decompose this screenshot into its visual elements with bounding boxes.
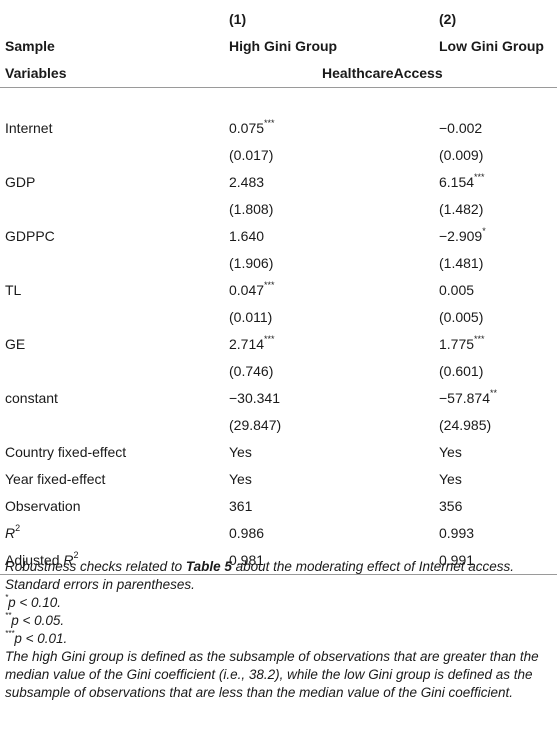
- spacer-row: [0, 88, 557, 116]
- significance-stars: **: [490, 388, 498, 399]
- table-row: GE 2.714*** 1.775***: [0, 331, 557, 358]
- high-gini-value: 0.981: [224, 547, 434, 575]
- low-gini-value: (0.601): [439, 363, 484, 379]
- row-label: TL: [5, 282, 22, 298]
- header-blank: [0, 6, 224, 33]
- row-label: Year fixed-effect: [5, 471, 106, 487]
- high-gini-value: (1.906): [229, 255, 274, 271]
- low-gini-value: 1.775***: [439, 334, 485, 352]
- header-col-2-number: (2): [439, 11, 457, 27]
- dependent-variable-label: HealthcareAccess: [224, 60, 557, 88]
- row-label: Internet: [5, 120, 53, 136]
- high-gini-value: Yes: [229, 471, 252, 487]
- header-row-variables: Variables HealthcareAccess: [0, 60, 557, 88]
- note-standard-errors: Standard errors in parentheses.: [5, 577, 195, 592]
- high-gini-header: High Gini Group: [229, 38, 338, 54]
- high-gini-value: 1.640: [229, 228, 265, 244]
- low-gini-value: (1.482): [439, 201, 484, 217]
- table-notes: Robustness checks related to Table 5 abo…: [5, 558, 555, 702]
- low-gini-value: −0.002: [439, 120, 483, 136]
- table-row: (0.746) (0.601): [0, 358, 557, 385]
- sample-label: Sample: [5, 38, 55, 54]
- low-gini-value: (1.481): [439, 255, 484, 271]
- significance-stars: ***: [264, 334, 275, 345]
- row-label: [0, 142, 224, 169]
- high-gini-value: (0.746): [229, 363, 274, 379]
- table-row: (29.847) (24.985): [0, 412, 557, 439]
- header-row-groups: Sample High Gini Group Low Gini Group: [0, 33, 557, 60]
- low-gini-header: Low Gini Group: [439, 38, 544, 54]
- high-gini-value: 361: [229, 498, 253, 514]
- header-row-numbers: (1) (2): [0, 6, 557, 33]
- row-label: [0, 304, 224, 331]
- low-gini-value: Yes: [439, 471, 462, 487]
- low-gini-value: −57.874**: [439, 388, 498, 406]
- regression-table: (1) (2) Sample High Gini Group Low Gini …: [0, 6, 557, 575]
- high-gini-value: 2.714***: [229, 334, 275, 352]
- table-row: (1.906) (1.481): [0, 250, 557, 277]
- table-row: Country fixed-effect Yes Yes: [0, 439, 557, 466]
- note-sig-05: **p < 0.05.: [5, 610, 65, 628]
- table-row: Observation 361 356: [0, 493, 557, 520]
- table-row: constant −30.341 −57.874**: [0, 385, 557, 412]
- significance-stars: ***: [264, 118, 275, 129]
- adjusted-r-squared-row: Adjusted R2 0.981 0.991: [0, 547, 557, 575]
- significance-stars: *: [482, 226, 486, 237]
- row-label: [0, 250, 224, 277]
- table-row: Internet 0.075*** −0.002: [0, 115, 557, 142]
- row-label: GDP: [5, 174, 36, 190]
- high-gini-value: (0.017): [229, 147, 274, 163]
- low-gini-value: (0.009): [439, 147, 484, 163]
- row-label: GDPPC: [5, 228, 55, 244]
- high-gini-value: 2.483: [229, 174, 265, 190]
- high-gini-value: 0.986: [229, 525, 265, 541]
- low-gini-value: 0.991: [434, 547, 557, 575]
- table-row: TL 0.047*** 0.005: [0, 277, 557, 304]
- row-label: [0, 358, 224, 385]
- header-col-1-number: (1): [229, 11, 247, 27]
- table-row: (0.011) (0.005): [0, 304, 557, 331]
- table-row: Year fixed-effect Yes Yes: [0, 466, 557, 493]
- note-sig-01: ***p < 0.01.: [5, 628, 68, 646]
- note-definition-3: subsample of observations that are less …: [5, 685, 514, 700]
- table-5-reference: Table 5: [185, 559, 232, 574]
- low-gini-value: (24.985): [439, 417, 492, 433]
- significance-stars: ***: [474, 172, 485, 183]
- variables-label: Variables: [0, 60, 224, 88]
- row-label: [0, 196, 224, 223]
- significance-stars: ***: [474, 334, 485, 345]
- row-label: constant: [5, 390, 58, 406]
- high-gini-value: 0.075***: [229, 118, 275, 136]
- low-gini-value: −2.909*: [439, 226, 486, 244]
- low-gini-value: 0.993: [439, 525, 475, 541]
- row-label: Adjusted R2: [0, 547, 224, 575]
- table-row: GDPPC 1.640 −2.909*: [0, 223, 557, 250]
- low-gini-value: Yes: [439, 444, 462, 460]
- high-gini-value: Yes: [229, 444, 252, 460]
- significance-stars: ***: [264, 280, 275, 291]
- row-label: Observation: [5, 498, 81, 514]
- row-label: R2: [5, 523, 21, 541]
- note-definition-2: median value of the Gini coefficient (i.…: [5, 667, 533, 682]
- low-gini-value: (0.005): [439, 309, 484, 325]
- high-gini-value: (0.011): [229, 309, 273, 325]
- high-gini-value: (29.847): [229, 417, 282, 433]
- r-squared-row: R2 0.986 0.993: [0, 520, 557, 547]
- low-gini-value: 356: [439, 498, 463, 514]
- row-label: Country fixed-effect: [5, 444, 127, 460]
- note-sig-10: *p < 0.10.: [5, 592, 62, 610]
- row-label: GE: [5, 336, 26, 352]
- note-robustness: Robustness checks related to Table 5 abo…: [5, 559, 515, 574]
- table-row: (0.017) (0.009): [0, 142, 557, 169]
- low-gini-value: 6.154***: [439, 172, 485, 190]
- high-gini-value: 0.047***: [229, 280, 275, 298]
- note-definition-1: The high Gini group is defined as the su…: [5, 649, 539, 664]
- high-gini-value: (1.808): [229, 201, 274, 217]
- high-gini-value: −30.341: [229, 390, 280, 406]
- low-gini-value: 0.005: [439, 282, 475, 298]
- row-label: [0, 412, 224, 439]
- table-row: GDP 2.483 6.154***: [0, 169, 557, 196]
- table-row: (1.808) (1.482): [0, 196, 557, 223]
